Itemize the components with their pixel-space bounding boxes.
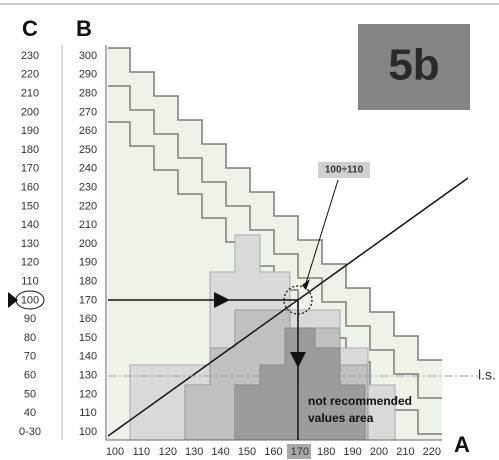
c-label: 210 xyxy=(21,88,39,100)
b-label: 180 xyxy=(79,276,97,288)
b-label: 150 xyxy=(79,332,97,344)
c-label: 190 xyxy=(21,125,39,137)
a-title: A xyxy=(454,432,470,457)
c-label: 110 xyxy=(21,276,39,288)
c-label: 130 xyxy=(21,238,39,250)
panel-box xyxy=(358,24,470,110)
b-label: 230 xyxy=(79,182,97,194)
a-highlight xyxy=(287,444,311,459)
c-label: 230 xyxy=(21,50,39,62)
b-label: 120 xyxy=(79,388,97,400)
zone-dark xyxy=(234,327,366,441)
annotation-arrow xyxy=(305,179,339,284)
staircase xyxy=(108,47,442,361)
b-label: 140 xyxy=(79,351,97,363)
c-label: 40 xyxy=(24,407,36,419)
b-label: 250 xyxy=(79,144,97,156)
a-label: 220 xyxy=(423,446,441,458)
arrow-v xyxy=(290,352,306,368)
b-title: B xyxy=(76,16,92,41)
b-label: 240 xyxy=(79,163,97,175)
c-label: 60 xyxy=(24,370,36,382)
annotation-head xyxy=(302,279,310,290)
b-label: 190 xyxy=(79,257,97,269)
b-label: 200 xyxy=(79,238,97,250)
c-label: 50 xyxy=(24,388,36,400)
a-label: 180 xyxy=(317,446,335,458)
c-label: 0-30 xyxy=(19,426,41,438)
a-label: 160 xyxy=(264,446,282,458)
b-label: 130 xyxy=(79,370,97,382)
c-label: 80 xyxy=(24,332,36,344)
a-label: 110 xyxy=(133,446,151,458)
b-label: 160 xyxy=(79,313,97,325)
staircase xyxy=(108,85,442,399)
a-label: 100 xyxy=(106,446,124,458)
c-label: 200 xyxy=(21,106,39,118)
b-label: 280 xyxy=(79,88,97,100)
c-label: 90 xyxy=(24,313,36,325)
a-label: 170 xyxy=(291,446,309,458)
plot-area xyxy=(105,45,469,441)
c-label: 160 xyxy=(21,182,39,194)
a-label: 140 xyxy=(211,446,229,458)
intersection xyxy=(283,285,313,315)
b-label: 300 xyxy=(79,50,97,62)
panel-label: 5b xyxy=(388,41,439,90)
b-label: 260 xyxy=(79,125,97,137)
c-label: 100 xyxy=(21,294,39,306)
a-label: 120 xyxy=(159,446,177,458)
reference-label: l.s. xyxy=(478,367,496,383)
zone-label: values area xyxy=(308,411,374,425)
a-label: 210 xyxy=(396,446,414,458)
c-label: 140 xyxy=(21,219,39,231)
c-label: 220 xyxy=(21,69,39,81)
a-label: 150 xyxy=(238,446,256,458)
annotation-box xyxy=(318,162,370,178)
b-label: 170 xyxy=(79,294,97,306)
c-label: 180 xyxy=(21,144,39,156)
zone-label: not recommended xyxy=(308,394,412,408)
c-label: 170 xyxy=(21,163,39,175)
b-label: 270 xyxy=(79,106,97,118)
c-label: 120 xyxy=(21,257,39,269)
diagonal xyxy=(107,177,469,437)
zone-background xyxy=(108,48,442,440)
a-label: 190 xyxy=(343,446,361,458)
pointer xyxy=(8,292,18,308)
c-title: C xyxy=(22,16,38,41)
b-label: 290 xyxy=(79,69,97,81)
arrow-h xyxy=(214,292,230,308)
annotation: 100÷110 xyxy=(325,165,364,176)
a-label: 130 xyxy=(185,446,203,458)
b-label: 110 xyxy=(79,407,97,419)
c-label: 70 xyxy=(24,351,36,363)
a-label: 200 xyxy=(370,446,388,458)
b-label: 210 xyxy=(79,219,97,231)
c-label: 150 xyxy=(21,200,39,212)
b-label: 220 xyxy=(79,200,97,212)
b-label: 100 xyxy=(79,426,97,438)
